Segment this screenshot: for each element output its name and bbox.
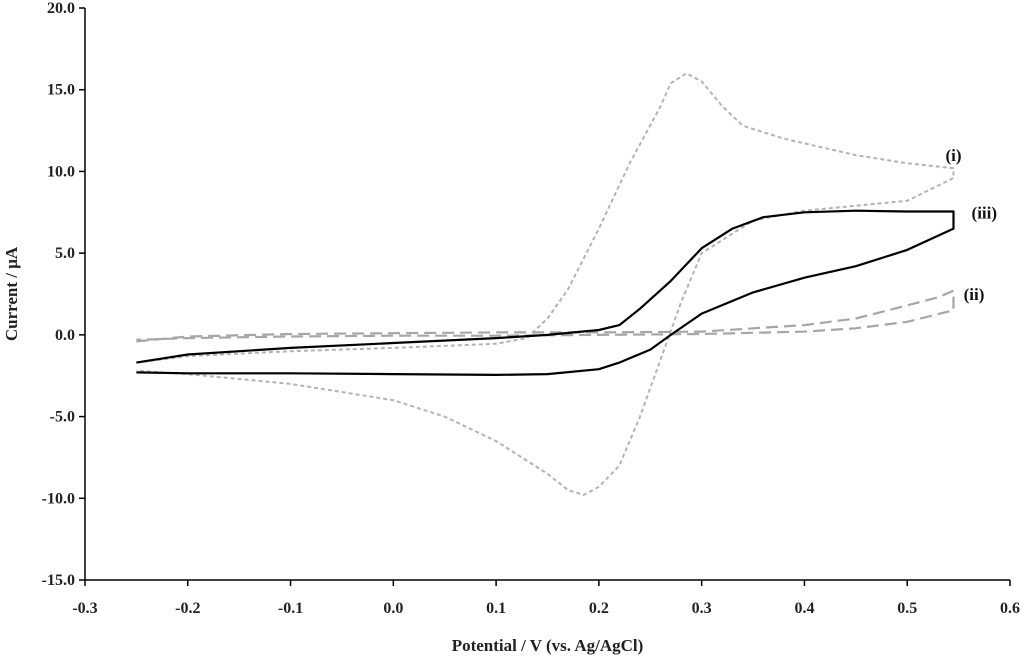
curve-label-1: (i) xyxy=(945,146,961,165)
y-tick-label: -15.0 xyxy=(42,572,75,589)
curve-label-3: (ii) xyxy=(964,285,985,304)
curves-layer xyxy=(136,72,955,496)
y-tick-label: -10.0 xyxy=(42,490,75,507)
y-tick-label: -5.0 xyxy=(50,409,75,426)
x-tick-label: 0.2 xyxy=(589,600,609,617)
x-tick-label: 0.1 xyxy=(486,600,506,617)
y-tick-label: 0.0 xyxy=(55,327,75,344)
y-tick-label: 10.0 xyxy=(47,163,75,180)
y-tick-label: 15.0 xyxy=(47,82,75,99)
curve-label-2: (iii) xyxy=(972,203,998,222)
x-tick-label: 0.0 xyxy=(383,600,403,617)
x-tick-label: 0.4 xyxy=(794,600,814,617)
series-line-2 xyxy=(136,289,955,343)
x-axis-title: Potential / V (vs. Ag/AgCl) xyxy=(452,636,644,655)
x-tick-label: 0.3 xyxy=(692,600,712,617)
x-tick-label: -0.2 xyxy=(175,600,200,617)
y-axis-ticks: -15.0 -10.0 -5.0 0.0 5.0 10.0 15.0 20.0 xyxy=(42,0,85,589)
x-tick-label: 0.6 xyxy=(1000,600,1020,617)
curve-annotations: (i) (iii) (ii) xyxy=(945,146,997,304)
x-tick-label: 0.5 xyxy=(897,600,917,617)
series-line-3 xyxy=(136,209,955,376)
y-tick-label: 20.0 xyxy=(47,0,75,17)
x-tick-label: -0.3 xyxy=(72,600,97,617)
y-tick-label: 5.0 xyxy=(55,245,75,262)
x-tick-label: -0.1 xyxy=(278,600,303,617)
series-line-1 xyxy=(136,72,955,496)
y-axis-title: Current / μA xyxy=(2,246,21,341)
x-axis-ticks: -0.3 -0.2 -0.1 0.0 0.1 0.2 0.3 0.4 0.5 0.6 xyxy=(72,580,1020,617)
